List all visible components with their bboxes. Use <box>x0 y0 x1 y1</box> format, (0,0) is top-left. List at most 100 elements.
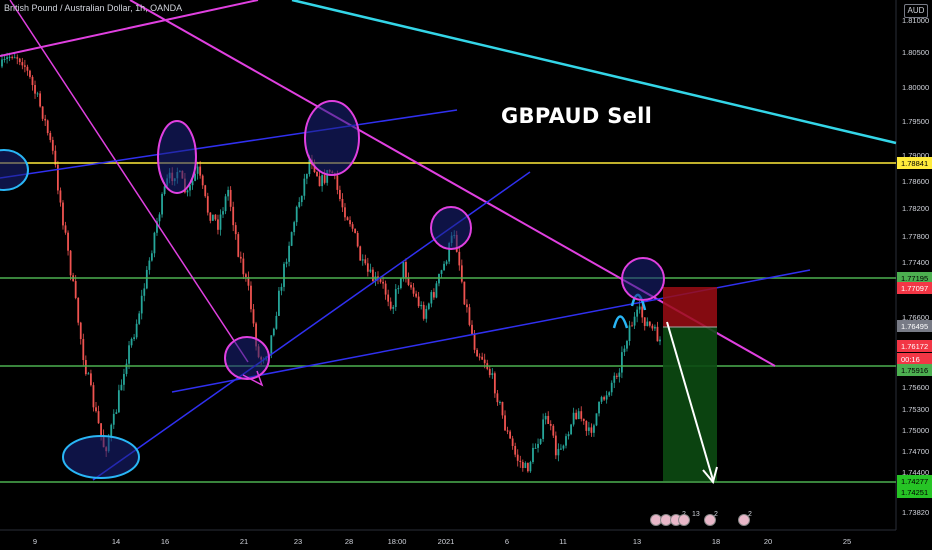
candle-body <box>643 317 646 326</box>
candle-body <box>278 290 280 316</box>
x-tick-label: 9 <box>33 537 37 546</box>
x-tick-label: 2021 <box>438 537 455 546</box>
candle-body <box>321 175 324 187</box>
candle-body <box>201 175 204 186</box>
candle-body <box>648 321 651 326</box>
candle-body <box>92 385 95 408</box>
candle-body <box>364 259 367 264</box>
price-label-bg <box>897 364 932 376</box>
x-tick-label: 16 <box>161 537 169 546</box>
candle-body <box>542 419 545 439</box>
candle-body <box>130 338 133 346</box>
price-label: 1.74251 <box>901 488 928 497</box>
candle-body <box>405 262 407 278</box>
candle-body <box>128 345 130 364</box>
candle-body <box>570 424 572 435</box>
candle-body <box>537 443 539 448</box>
candle-body <box>532 447 534 463</box>
candle-body <box>374 276 377 282</box>
candle-body <box>194 173 196 181</box>
price-label: 1.76172 <box>901 342 928 351</box>
circle-low-left <box>62 435 140 479</box>
candle-body <box>298 202 301 207</box>
candle-body <box>516 454 519 461</box>
candle-body <box>295 206 298 223</box>
candle-body <box>524 463 527 468</box>
candle-body <box>67 232 69 251</box>
candle-body <box>620 352 623 373</box>
chart-annotation: GBPAUD Sell <box>501 104 653 128</box>
event-count: 2 <box>748 511 752 518</box>
x-tick-label: 18 <box>712 537 720 546</box>
candle-body <box>341 198 344 208</box>
currency-button[interactable]: AUD <box>904 4 928 18</box>
candle-body <box>435 283 438 298</box>
x-tick-label: 25 <box>843 537 851 546</box>
y-tick-label: 1.77400 <box>902 258 929 267</box>
candle-body <box>158 214 161 222</box>
candle-body <box>626 341 628 349</box>
circle-peak-1 <box>157 120 197 194</box>
y-tick-label: 1.74700 <box>902 447 929 456</box>
candle-body <box>189 185 191 191</box>
candle-body <box>206 196 209 213</box>
candle-body <box>204 185 207 197</box>
event-flag-icon[interactable] <box>704 514 716 526</box>
candle-body <box>384 283 387 295</box>
candle-body <box>392 306 395 309</box>
candle-body <box>466 304 468 308</box>
candle-body <box>293 222 296 233</box>
candle-body <box>567 434 570 437</box>
symbol-header[interactable]: British Pound / Australian Dollar, 1h, O… <box>4 3 183 13</box>
price-label-bg <box>897 340 932 352</box>
candle-body <box>372 269 374 282</box>
candle-body <box>6 57 8 60</box>
candle-body <box>8 56 11 58</box>
candle-body <box>389 301 392 309</box>
candle-body <box>432 292 435 298</box>
y-tick-label: 1.74400 <box>902 468 929 477</box>
candle-body <box>95 407 97 412</box>
candle-body <box>59 190 62 203</box>
candle-body <box>501 401 504 416</box>
candle-body <box>275 315 278 329</box>
candle-body <box>651 325 654 329</box>
stop-loss-zone[interactable] <box>663 287 717 327</box>
circle-left-edge <box>0 149 29 191</box>
x-tick-label: 20 <box>764 537 772 546</box>
candle-body <box>117 390 120 413</box>
candle-body <box>369 269 372 272</box>
candle-body <box>54 150 57 165</box>
candle-body <box>471 324 473 335</box>
event-flag-icon[interactable] <box>678 514 690 526</box>
candle-body <box>554 435 557 456</box>
candle-body <box>196 166 199 174</box>
candle-body <box>69 250 72 276</box>
candle-body <box>483 359 486 364</box>
candle-body <box>361 259 364 261</box>
candle-body <box>575 412 578 420</box>
candle-body <box>425 308 428 319</box>
x-tick-label: 21 <box>240 537 248 546</box>
candle-body <box>232 206 235 226</box>
candle-body <box>443 263 445 271</box>
x-tick-label: 6 <box>505 537 509 546</box>
short-position-tool[interactable] <box>663 287 717 481</box>
y-tick-label: 1.75600 <box>902 383 929 392</box>
candle-body <box>521 461 524 468</box>
candle-body <box>491 373 494 375</box>
price-label-bg <box>897 272 932 284</box>
candle-body <box>16 57 19 59</box>
y-tick-label: 1.80000 <box>902 83 929 92</box>
event-flag-icon[interactable] <box>738 514 750 526</box>
circle-peak-3 <box>430 206 472 250</box>
candle-body <box>39 93 42 107</box>
candle-body <box>77 297 80 323</box>
candle-body <box>21 62 24 66</box>
candle-body <box>506 430 509 432</box>
time-axis[interactable] <box>0 530 896 550</box>
candle-body <box>156 221 158 233</box>
candle-body <box>610 382 613 393</box>
candle-body <box>504 415 506 431</box>
